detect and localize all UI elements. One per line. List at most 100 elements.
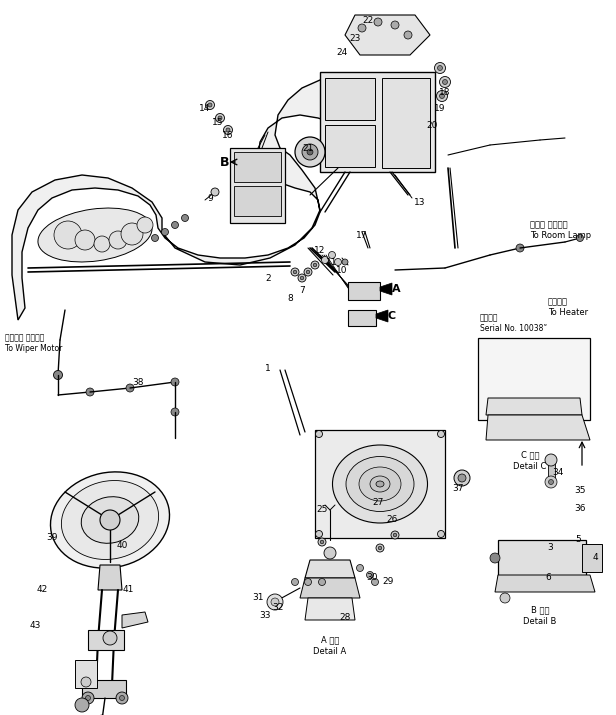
Circle shape <box>391 531 399 539</box>
Circle shape <box>304 268 312 276</box>
Text: 適用号等: 適用号等 <box>480 313 498 322</box>
Circle shape <box>86 388 94 396</box>
Circle shape <box>437 91 447 102</box>
Polygon shape <box>376 310 388 322</box>
Polygon shape <box>486 398 582 415</box>
Text: Detail C: Detail C <box>513 461 546 470</box>
Bar <box>382 78 430 168</box>
Ellipse shape <box>376 481 384 487</box>
Circle shape <box>161 229 169 235</box>
Polygon shape <box>495 575 595 592</box>
Bar <box>230 148 285 223</box>
Circle shape <box>392 32 397 37</box>
Text: 7: 7 <box>299 285 305 295</box>
Polygon shape <box>98 565 122 590</box>
Text: To Room Lamp: To Room Lamp <box>530 230 591 240</box>
Text: C 詳細: C 詳細 <box>521 450 539 460</box>
Text: B 詳細: B 詳細 <box>531 606 549 614</box>
Circle shape <box>100 510 120 530</box>
Bar <box>325 78 375 120</box>
Circle shape <box>516 244 524 252</box>
Circle shape <box>291 268 299 276</box>
Text: Serial No. 10038˜: Serial No. 10038˜ <box>480 323 547 332</box>
Circle shape <box>171 222 179 229</box>
Text: 17: 17 <box>356 230 368 240</box>
Circle shape <box>458 474 466 482</box>
Text: 33: 33 <box>259 611 271 619</box>
Polygon shape <box>12 75 430 320</box>
Text: 40: 40 <box>116 541 128 550</box>
Circle shape <box>545 454 557 466</box>
Circle shape <box>377 25 387 35</box>
Text: 23: 23 <box>349 34 361 42</box>
Ellipse shape <box>38 208 152 262</box>
Circle shape <box>218 116 222 120</box>
Polygon shape <box>122 612 148 628</box>
Circle shape <box>75 698 89 712</box>
Circle shape <box>271 598 279 606</box>
Circle shape <box>577 235 583 242</box>
Polygon shape <box>345 15 430 55</box>
Text: 14: 14 <box>200 104 211 112</box>
Circle shape <box>94 236 110 252</box>
Text: 36: 36 <box>574 503 586 513</box>
Circle shape <box>374 18 382 26</box>
Bar <box>536 578 542 586</box>
Circle shape <box>500 593 510 603</box>
Circle shape <box>437 66 442 71</box>
Circle shape <box>315 430 323 438</box>
Text: C: C <box>388 311 396 321</box>
Bar <box>88 630 124 650</box>
Text: To Wiper Motor: To Wiper Motor <box>5 343 62 352</box>
Polygon shape <box>305 560 355 578</box>
Text: 18: 18 <box>439 87 451 97</box>
Text: 27: 27 <box>372 498 384 506</box>
Circle shape <box>390 30 400 40</box>
Ellipse shape <box>81 497 139 543</box>
Circle shape <box>342 259 348 265</box>
Circle shape <box>75 230 95 250</box>
Ellipse shape <box>359 467 401 501</box>
Circle shape <box>206 101 214 109</box>
Circle shape <box>378 546 382 550</box>
Circle shape <box>328 252 336 259</box>
Circle shape <box>291 578 299 586</box>
Text: 6: 6 <box>545 573 551 583</box>
Circle shape <box>353 25 363 35</box>
Circle shape <box>545 476 557 488</box>
Text: 37: 37 <box>452 483 464 493</box>
Circle shape <box>376 544 384 552</box>
Circle shape <box>120 696 124 701</box>
Circle shape <box>439 77 450 87</box>
Circle shape <box>437 430 445 438</box>
Text: 10: 10 <box>336 265 348 275</box>
Text: 31: 31 <box>252 593 264 603</box>
Bar <box>582 544 602 572</box>
Circle shape <box>121 223 143 245</box>
Ellipse shape <box>333 445 428 523</box>
Circle shape <box>304 578 312 586</box>
Circle shape <box>300 276 304 280</box>
Text: 22: 22 <box>362 16 374 24</box>
Text: 42: 42 <box>36 586 47 594</box>
Text: A: A <box>392 284 400 294</box>
Circle shape <box>302 144 318 160</box>
Circle shape <box>358 24 366 32</box>
Bar <box>315 430 445 538</box>
Circle shape <box>211 188 219 196</box>
Circle shape <box>293 270 297 274</box>
Text: 35: 35 <box>574 485 586 495</box>
Circle shape <box>368 26 373 31</box>
Circle shape <box>109 231 127 249</box>
Text: 34: 34 <box>553 468 564 476</box>
Text: 9: 9 <box>207 194 213 202</box>
Circle shape <box>318 538 326 546</box>
Circle shape <box>307 149 313 155</box>
Circle shape <box>404 31 412 39</box>
Circle shape <box>437 531 445 538</box>
Circle shape <box>86 696 91 701</box>
Bar <box>498 540 586 578</box>
Bar <box>544 578 550 586</box>
Text: 8: 8 <box>287 293 293 302</box>
Circle shape <box>324 547 336 559</box>
